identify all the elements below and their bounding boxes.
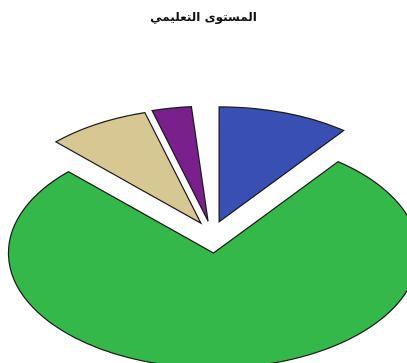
pie-slice-1	[7, 161, 407, 363]
chart-title: المستوى التعليمي	[150, 10, 257, 24]
pie-slice-2	[54, 111, 203, 225]
pie-slice-3	[151, 105, 209, 222]
pie-slice-0	[218, 106, 345, 223]
